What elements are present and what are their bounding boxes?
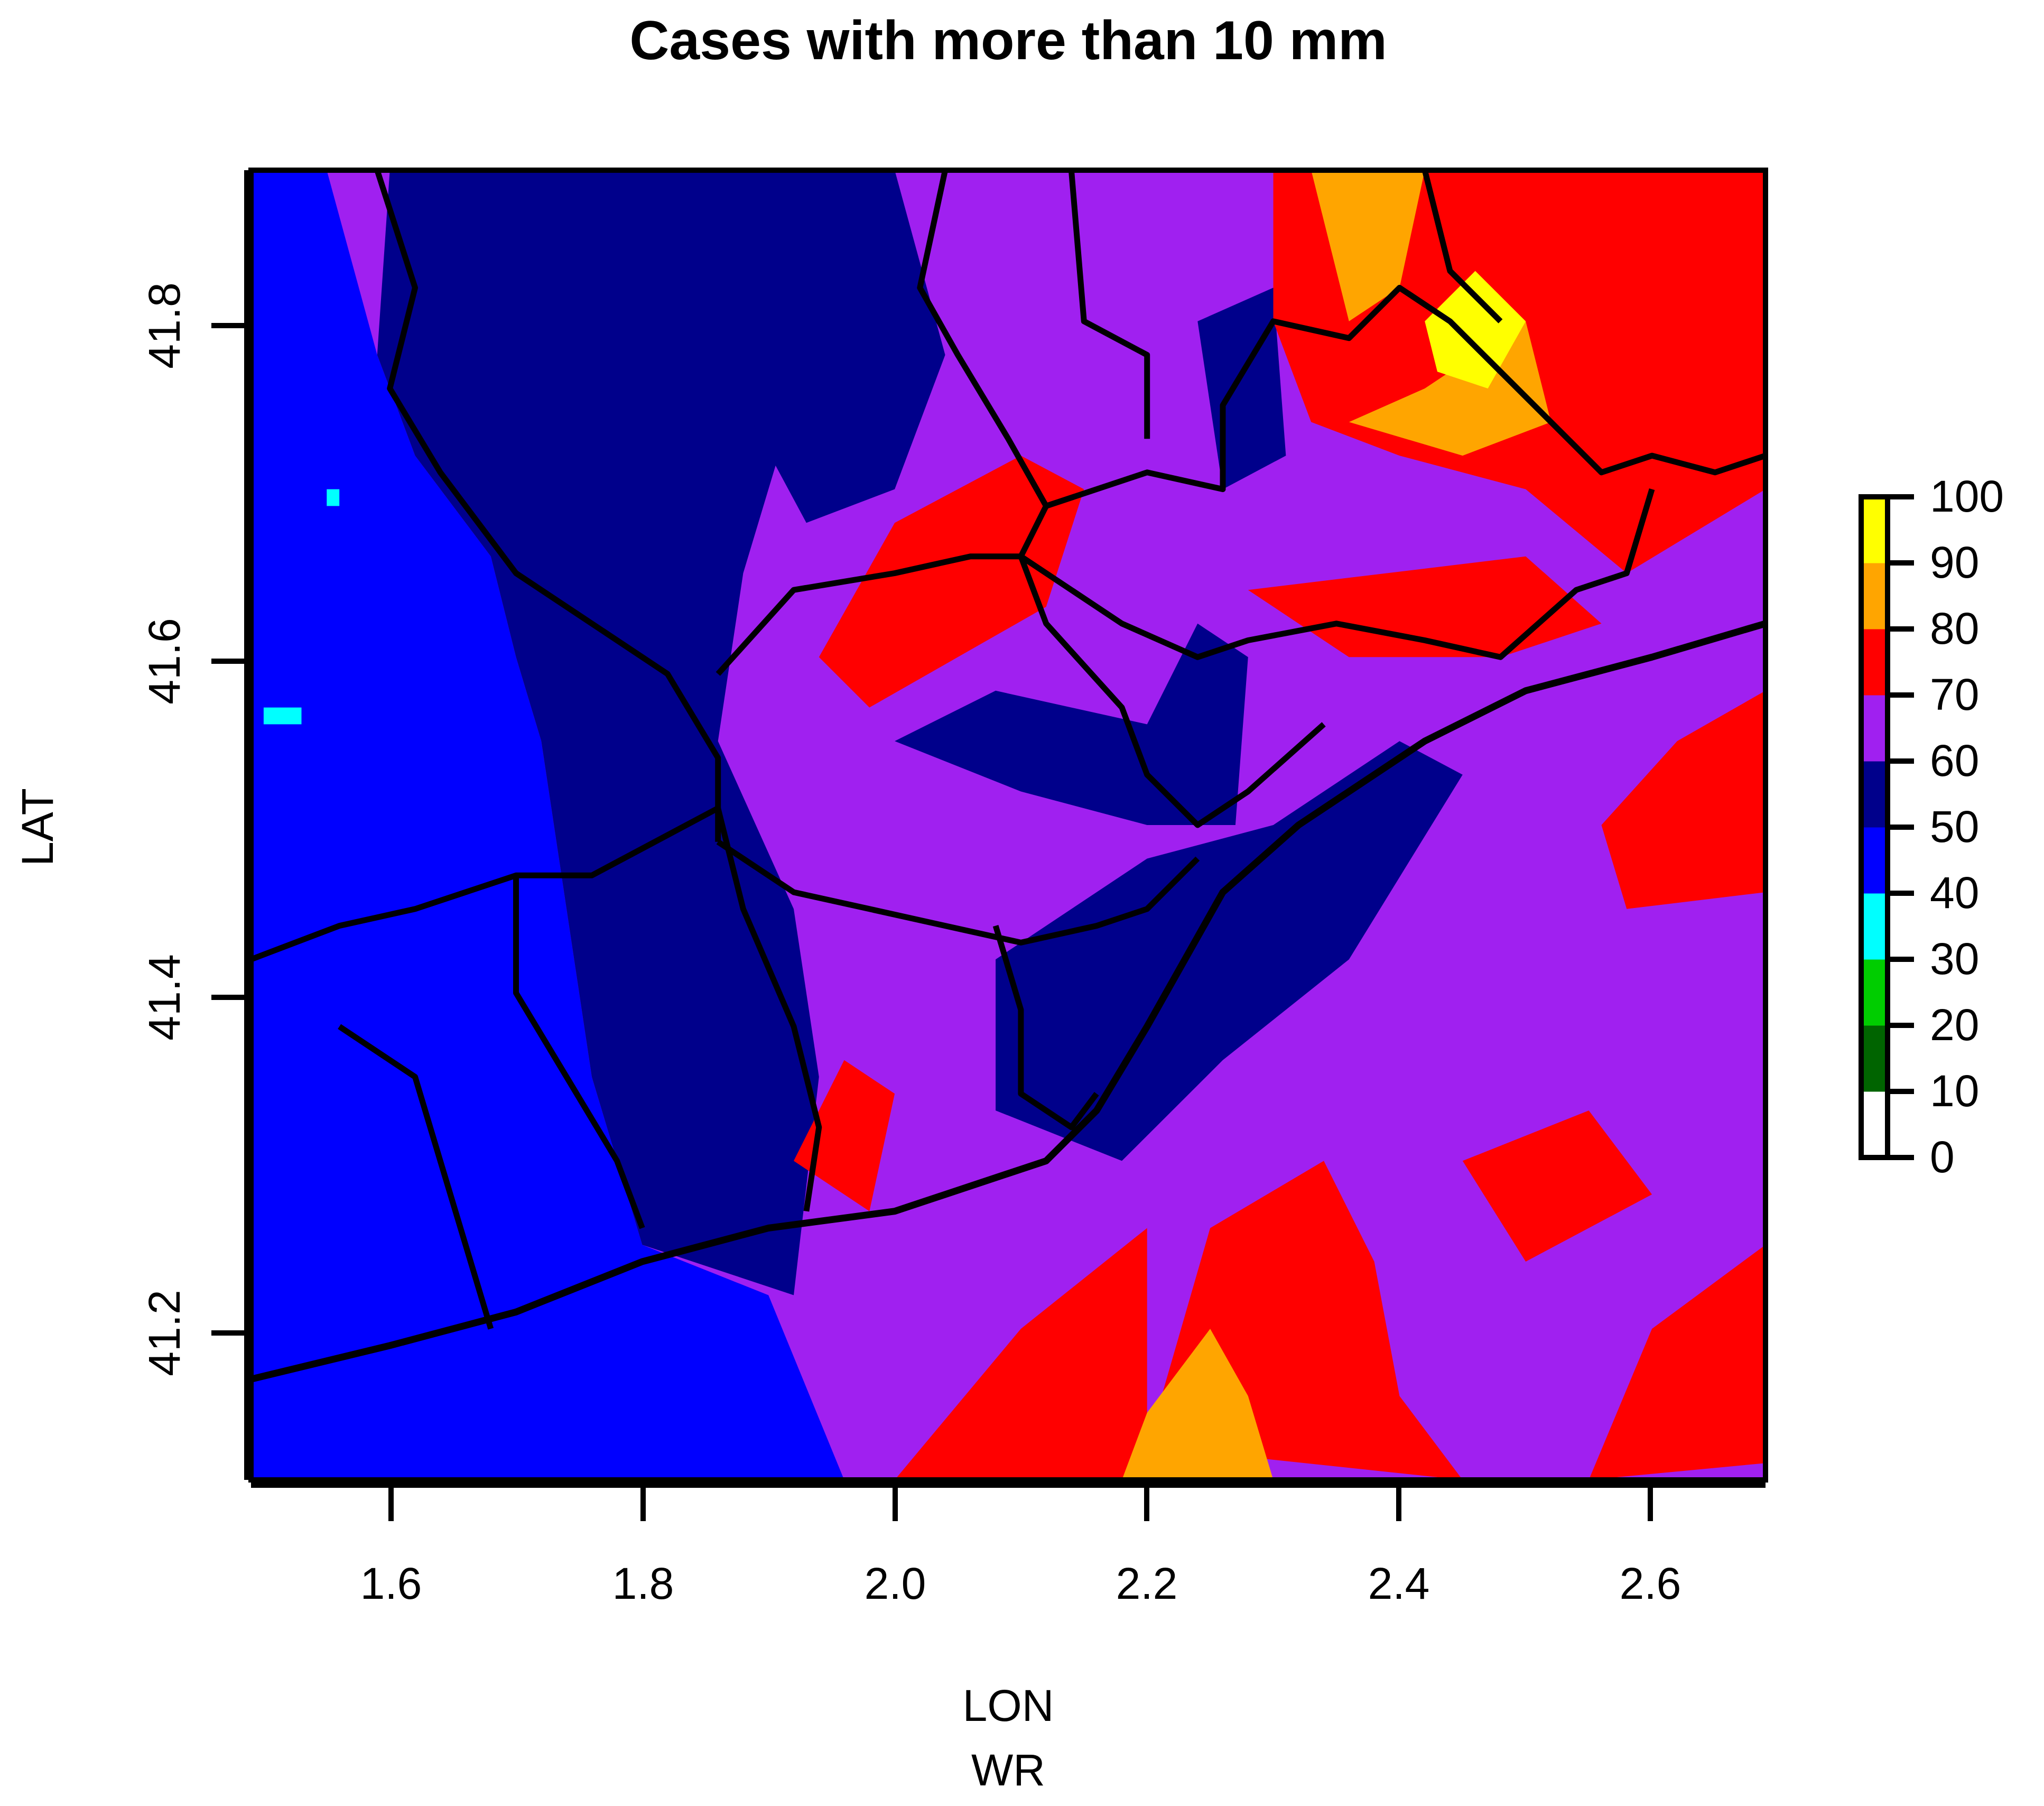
x-tick-label: 2.4 [1368, 1559, 1430, 1608]
value-region-13 [1601, 690, 1766, 909]
plot-frame [248, 168, 1768, 1483]
colorbar-swatch-8 [1861, 629, 1888, 696]
colorbar-swatch-9 [1861, 563, 1888, 629]
value-region-8 [819, 456, 1084, 708]
colorbar-swatch-1 [1861, 1091, 1888, 1158]
admin-boundary-7 [1421, 170, 1503, 323]
colorbar-ticks: 0 10 20 30 40 50 60 70 80 90 100 [1888, 471, 2004, 1182]
y-tick-4: 41.8 [140, 282, 247, 369]
admin-boundary-6 [1068, 170, 1150, 439]
x-axis-sublabel: WR [971, 1745, 1045, 1795]
map-plot-area [248, 168, 1768, 1483]
colorbar-tick-label: 90 [1930, 538, 1979, 587]
x-tick-3: 2.0 [865, 1485, 926, 1608]
y-tick-3: 41.6 [140, 618, 247, 705]
admin-boundary-4 [917, 170, 1049, 558]
value-region-14 [1462, 1110, 1652, 1262]
value-region-1 [251, 170, 844, 1480]
colorbar-tick-label: 70 [1930, 670, 1979, 719]
value-region-16 [1311, 170, 1425, 321]
colorbar-swatches [1861, 497, 1888, 1158]
colorbar-tick-label: 30 [1930, 934, 1979, 984]
value-region-9 [1248, 556, 1602, 657]
x-tick-6: 2.6 [1620, 1485, 1681, 1608]
admin-boundary-12 [513, 875, 645, 1229]
y-tick-2: 41.4 [140, 954, 247, 1041]
y-tick-1: 41.2 [140, 1290, 247, 1376]
y-tick-label: 41.6 [140, 618, 189, 705]
y-axis-label: LAT [13, 788, 62, 866]
admin-boundary-1 [251, 805, 822, 1212]
x-axis: 1.6 1.8 2.0 2.2 2.4 2.6 [251, 1483, 1766, 1608]
colorbar-tick-label: 0 [1930, 1132, 1955, 1182]
x-tick-label: 2.0 [865, 1559, 926, 1608]
y-tick-label: 41.2 [140, 1290, 189, 1376]
value-region-11 [895, 1228, 1147, 1480]
colorbar-swatch-3 [1861, 959, 1888, 1026]
admin-boundary-11 [338, 1024, 494, 1330]
value-region-5 [730, 170, 945, 523]
colorbar-tick-label: 10 [1930, 1066, 1979, 1116]
x-axis-label: LON [963, 1681, 1054, 1730]
colorbar-swatch-2 [1861, 1025, 1888, 1092]
x-tick-label: 2.6 [1620, 1559, 1681, 1608]
y-tick-label: 41.4 [140, 954, 189, 1041]
y-tick-label: 41.8 [140, 282, 189, 369]
value-region-3 [996, 741, 1463, 1161]
colorbar-tick-label: 80 [1930, 604, 1979, 653]
colorbar-tick-label: 60 [1930, 736, 1979, 785]
x-tick-4: 2.2 [1116, 1485, 1178, 1608]
colorbar-swatch-5 [1861, 827, 1888, 894]
value-region-4 [895, 623, 1248, 825]
admin-boundary-3 [716, 553, 1326, 828]
colorbar-tick-label: 100 [1930, 471, 2004, 521]
colorbar-swatch-10 [1861, 497, 1888, 563]
admin-boundary-2 [374, 170, 721, 842]
admin-boundary-8 [1019, 488, 1655, 660]
admin-boundary-9 [716, 839, 1200, 946]
x-tick-1: 1.6 [360, 1485, 422, 1608]
colorbar-swatch-6 [1861, 761, 1888, 828]
coastline-path [251, 620, 1766, 1383]
admin-boundary-5 [1045, 284, 1766, 509]
colorbar-swatch-7 [1861, 695, 1888, 762]
value-region-20 [263, 707, 302, 725]
colorbar-tick-label: 20 [1930, 1000, 1979, 1050]
value-region-18 [1122, 1329, 1274, 1480]
value-region-15 [1588, 1245, 1766, 1480]
colorbar-tick-label: 40 [1930, 868, 1979, 918]
value-region-19 [1425, 271, 1526, 388]
value-region-12 [794, 1060, 895, 1211]
value-region-21 [327, 489, 340, 506]
x-tick-label: 2.2 [1116, 1559, 1178, 1608]
value-region-2 [377, 170, 819, 1295]
x-tick-5: 2.4 [1368, 1485, 1430, 1608]
region-fills [251, 170, 1766, 1480]
x-tick-label: 1.8 [612, 1559, 674, 1608]
colorbar-tick-label: 50 [1930, 802, 1979, 851]
boundary-lines [251, 170, 1766, 1330]
admin-boundary-10 [992, 925, 1099, 1131]
colorbar-swatch-4 [1861, 893, 1888, 960]
coastline [251, 620, 1766, 1383]
map-title: Cases with more than 10 mm [629, 10, 1387, 71]
x-tick-2: 1.8 [612, 1485, 674, 1608]
x-tick-label: 1.6 [360, 1559, 422, 1608]
y-axis: 41.2 41.4 41.6 41.8 [140, 170, 249, 1480]
colorbar-legend: 0 10 20 30 40 50 60 70 80 90 100 [1859, 471, 2004, 1182]
